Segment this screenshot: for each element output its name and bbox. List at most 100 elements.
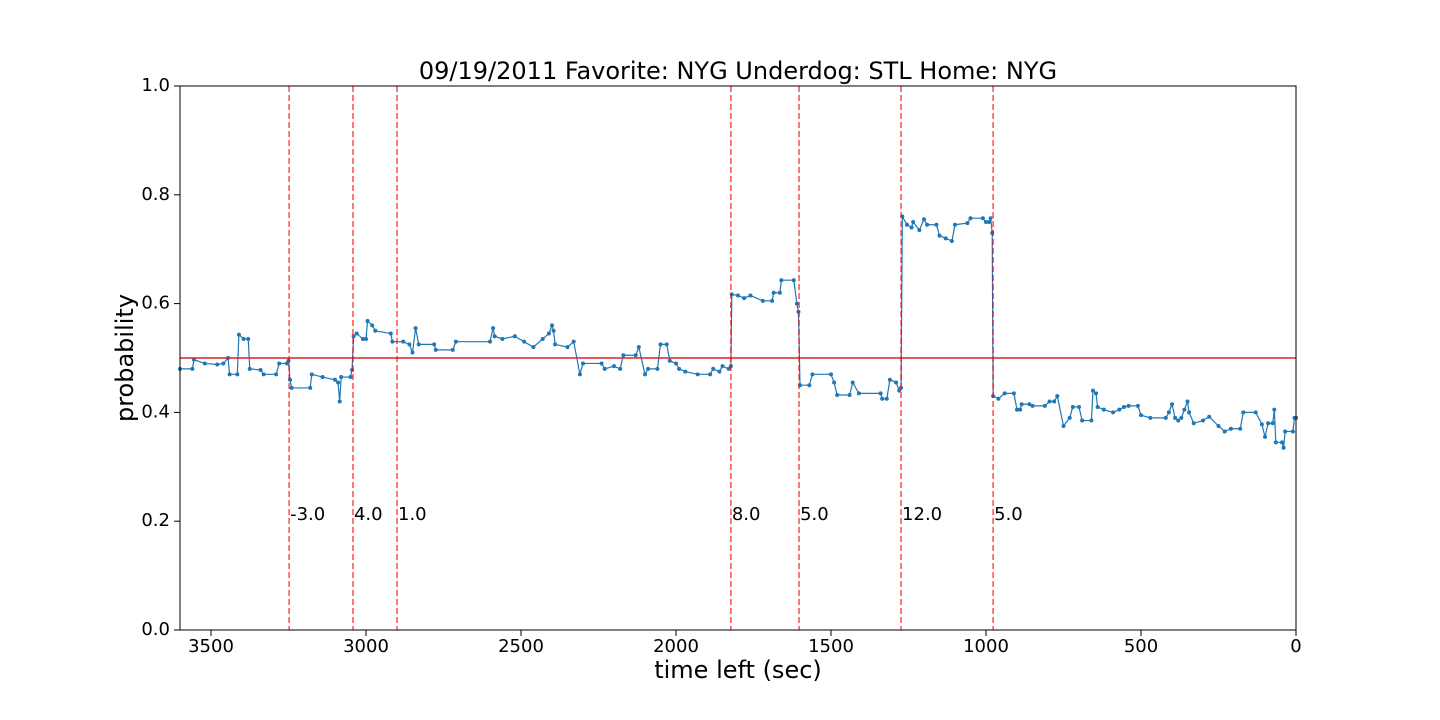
- data-point: [711, 366, 716, 371]
- data-point: [1042, 403, 1047, 408]
- data-point: [1170, 402, 1174, 407]
- data-point: [1191, 421, 1196, 426]
- data-point: [953, 222, 957, 227]
- data-point: [277, 361, 282, 366]
- data-point: [949, 239, 954, 244]
- data-point: [987, 220, 992, 224]
- data-point: [274, 372, 279, 377]
- data-point: [1280, 440, 1285, 445]
- data-point: [247, 366, 252, 371]
- data-point: [965, 221, 970, 226]
- data-point: [1166, 410, 1171, 415]
- y-tick-label: 0.4: [141, 401, 170, 422]
- data-point: [1253, 410, 1258, 415]
- data-point: [1241, 410, 1246, 415]
- data-point: [202, 361, 207, 366]
- data-point: [850, 380, 855, 385]
- data-point: [370, 323, 375, 328]
- y-tick-label: 0.2: [141, 510, 170, 531]
- data-point: [847, 392, 852, 397]
- data-point: [488, 339, 492, 344]
- event-label: 12.0: [902, 504, 942, 525]
- data-point: [1052, 399, 1057, 404]
- data-point: [791, 278, 796, 283]
- data-point: [909, 225, 914, 230]
- data-point: [1047, 399, 1052, 404]
- x-tick-label: 1500: [808, 636, 854, 657]
- data-point: [1179, 415, 1184, 420]
- data-point: [894, 380, 899, 385]
- data-point: [546, 331, 551, 336]
- data-point: [1228, 426, 1233, 431]
- data-point: [807, 383, 812, 388]
- data-point: [794, 301, 799, 306]
- data-point: [1135, 403, 1140, 408]
- data-point: [1111, 410, 1116, 415]
- data-point: [500, 336, 505, 341]
- data-point: [309, 372, 314, 377]
- data-point: [413, 326, 418, 331]
- data-point: [887, 377, 892, 382]
- data-point: [770, 298, 775, 303]
- data-point: [968, 216, 973, 221]
- data-point: [695, 372, 700, 377]
- data-point: [227, 372, 232, 377]
- data-point: [664, 342, 669, 347]
- data-point: [760, 298, 765, 303]
- data-point: [1259, 422, 1264, 427]
- data-point: [1077, 404, 1081, 409]
- data-point: [1101, 407, 1106, 412]
- data-point: [1070, 404, 1075, 409]
- data-point: [884, 396, 889, 401]
- data-point: [453, 339, 458, 344]
- data-point: [215, 362, 220, 367]
- x-tick-label: 0: [1290, 636, 1301, 657]
- data-point: [1176, 418, 1181, 423]
- data-point: [364, 336, 368, 341]
- data-point: [708, 372, 713, 377]
- y-tick-label: 0.6: [141, 293, 170, 314]
- data-point: [336, 380, 341, 385]
- data-point: [551, 328, 556, 333]
- data-point: [937, 233, 942, 238]
- data-point: [602, 366, 607, 371]
- y-axis-label: probability: [111, 294, 139, 422]
- data-point: [835, 392, 840, 397]
- data-point: [1095, 404, 1100, 409]
- data-point: [1018, 407, 1023, 412]
- data-point: [1207, 414, 1212, 419]
- data-point: [1263, 434, 1267, 439]
- data-point: [636, 345, 641, 350]
- y-tick-label: 1.0: [141, 75, 170, 96]
- data-point: [667, 358, 672, 363]
- data-point: [925, 222, 930, 227]
- data-point: [241, 336, 246, 341]
- data-point: [856, 391, 861, 396]
- data-point: [1015, 407, 1019, 412]
- data-point: [491, 326, 496, 331]
- data-point: [1067, 415, 1072, 420]
- event-label: -3.0: [290, 504, 325, 525]
- data-point: [492, 334, 497, 339]
- data-point: [878, 391, 883, 396]
- data-point: [339, 375, 344, 380]
- data-point: [1089, 418, 1094, 423]
- data-point: [911, 220, 916, 224]
- data-point: [390, 339, 395, 344]
- data-point: [388, 331, 393, 336]
- data-point: [235, 372, 240, 377]
- data-point: [246, 336, 251, 341]
- data-point: [432, 342, 437, 347]
- data-point: [742, 296, 747, 301]
- data-point: [550, 323, 554, 328]
- data-point: [1173, 415, 1178, 420]
- data-point: [1094, 391, 1099, 396]
- x-axis-label: time left (sec): [654, 656, 822, 684]
- x-tick-label: 3500: [188, 636, 234, 657]
- data-point: [258, 367, 263, 372]
- data-point: [677, 366, 682, 371]
- data-point: [407, 342, 412, 347]
- data-point: [717, 369, 722, 374]
- data-point: [1201, 418, 1205, 423]
- data-point: [683, 369, 688, 374]
